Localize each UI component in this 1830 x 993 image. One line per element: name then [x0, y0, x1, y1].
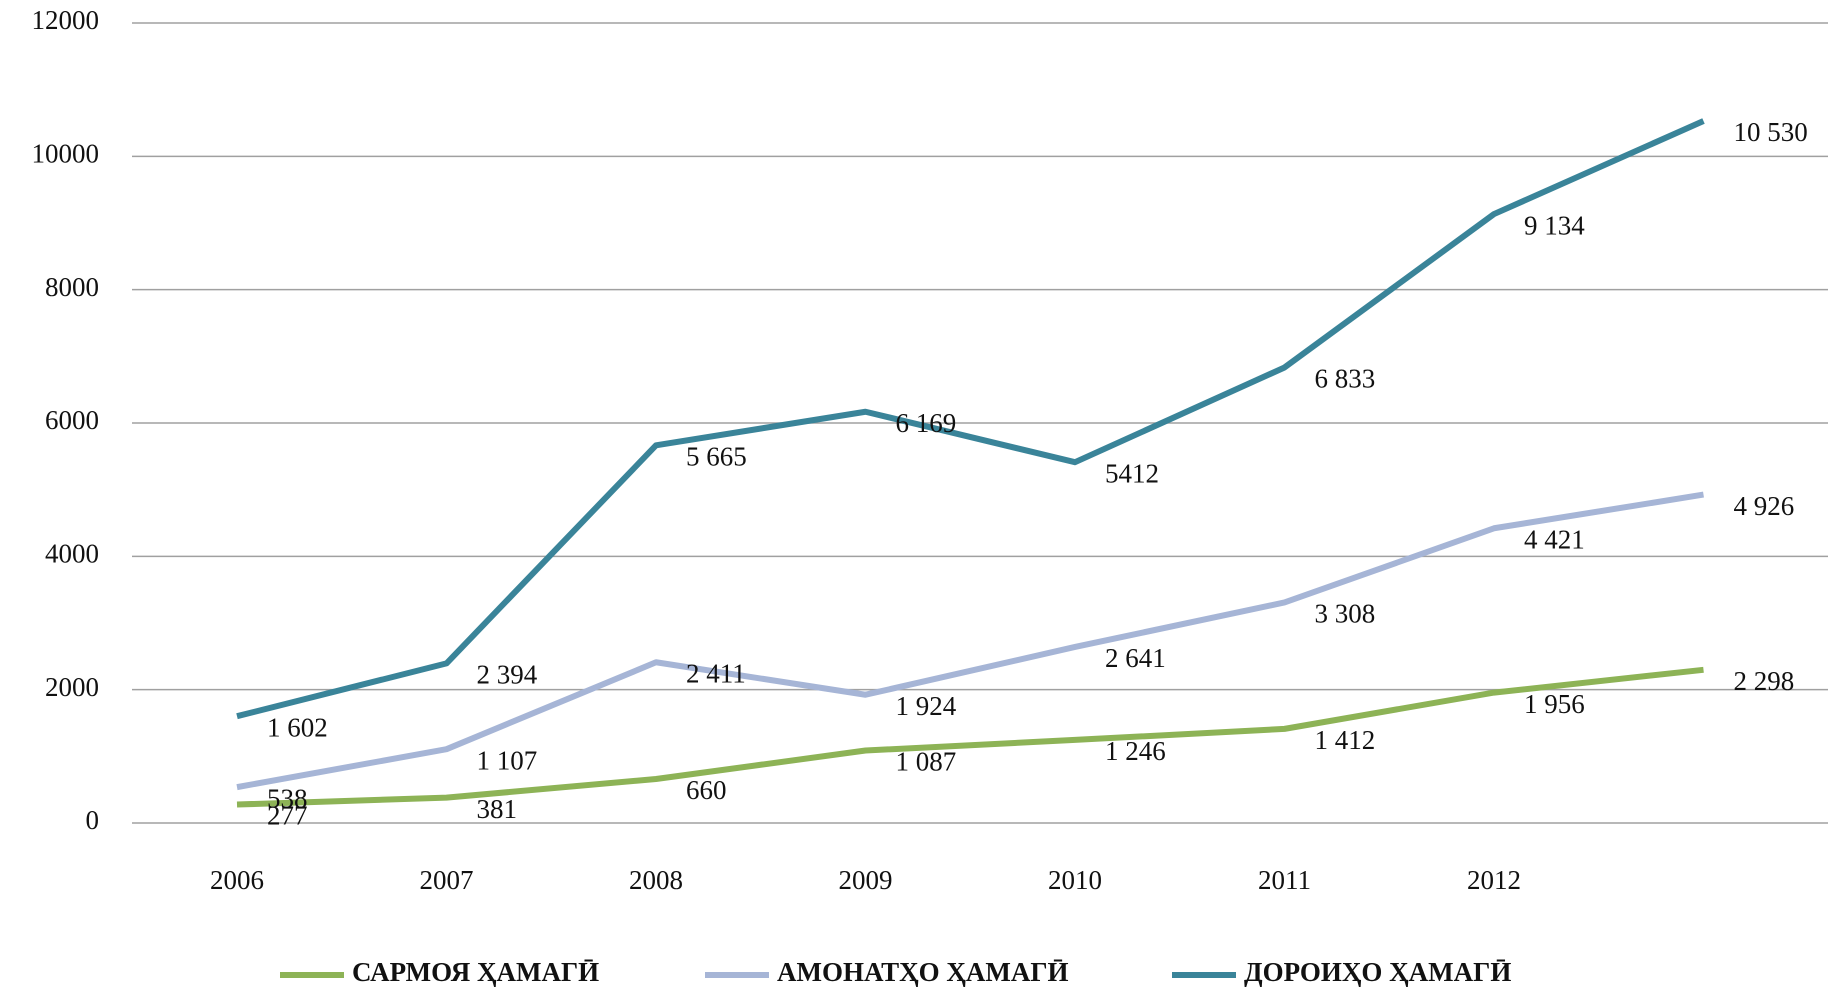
y-tick-label: 12000 — [32, 5, 100, 35]
data-label: 2 411 — [686, 658, 746, 688]
x-tick-label: 2010 — [1048, 865, 1102, 895]
data-label: 9 134 — [1524, 210, 1585, 240]
series-line — [236, 666, 1704, 808]
y-tick-label: 2000 — [45, 672, 99, 702]
legend-label: САРМОЯ ҲАМАГӢ — [352, 957, 599, 987]
x-tick-label: 2011 — [1258, 865, 1311, 895]
legend-label: АМОНАТҲО ҲАМАГӢ — [777, 957, 1069, 987]
data-label: 1 107 — [477, 745, 538, 775]
data-label: 2 298 — [1734, 666, 1795, 696]
data-label: 5 665 — [686, 442, 747, 472]
data-label: 1 246 — [1105, 736, 1166, 766]
data-label: 1 924 — [896, 691, 957, 721]
data-label: 2 394 — [477, 660, 538, 690]
series-line — [236, 118, 1705, 720]
y-tick-label: 8000 — [45, 272, 99, 302]
x-tick-label: 2007 — [420, 865, 474, 895]
series-line — [236, 491, 1704, 791]
legend-label: ДОРОИҲО ҲАМАГӢ — [1244, 957, 1511, 987]
data-label: 381 — [477, 794, 518, 824]
data-label: 1 412 — [1315, 725, 1376, 755]
data-label: 538 — [267, 783, 308, 813]
data-label: 6 833 — [1315, 364, 1376, 394]
x-tick-label: 2006 — [210, 865, 264, 895]
data-label: 3 308 — [1315, 599, 1376, 629]
x-tick-label: 2009 — [839, 865, 893, 895]
data-label: 10 530 — [1734, 117, 1808, 147]
y-tick-label: 10000 — [32, 139, 100, 169]
data-label: 4 926 — [1734, 491, 1795, 521]
y-tick-label: 4000 — [45, 539, 99, 569]
data-label: 1 602 — [267, 712, 328, 742]
data-label: 1 087 — [896, 747, 957, 777]
data-label: 4 421 — [1524, 524, 1585, 554]
data-label: 277 — [267, 801, 308, 831]
y-tick-label: 6000 — [45, 405, 99, 435]
data-label: 660 — [686, 775, 727, 805]
y-tick-label: 0 — [86, 805, 100, 835]
data-label: 2 641 — [1105, 643, 1166, 673]
x-tick-label: 2012 — [1467, 865, 1521, 895]
x-tick-label: 2008 — [629, 865, 683, 895]
data-label: 6 169 — [896, 408, 957, 438]
data-label: 5412 — [1105, 458, 1159, 488]
data-label: 1 956 — [1524, 689, 1585, 719]
